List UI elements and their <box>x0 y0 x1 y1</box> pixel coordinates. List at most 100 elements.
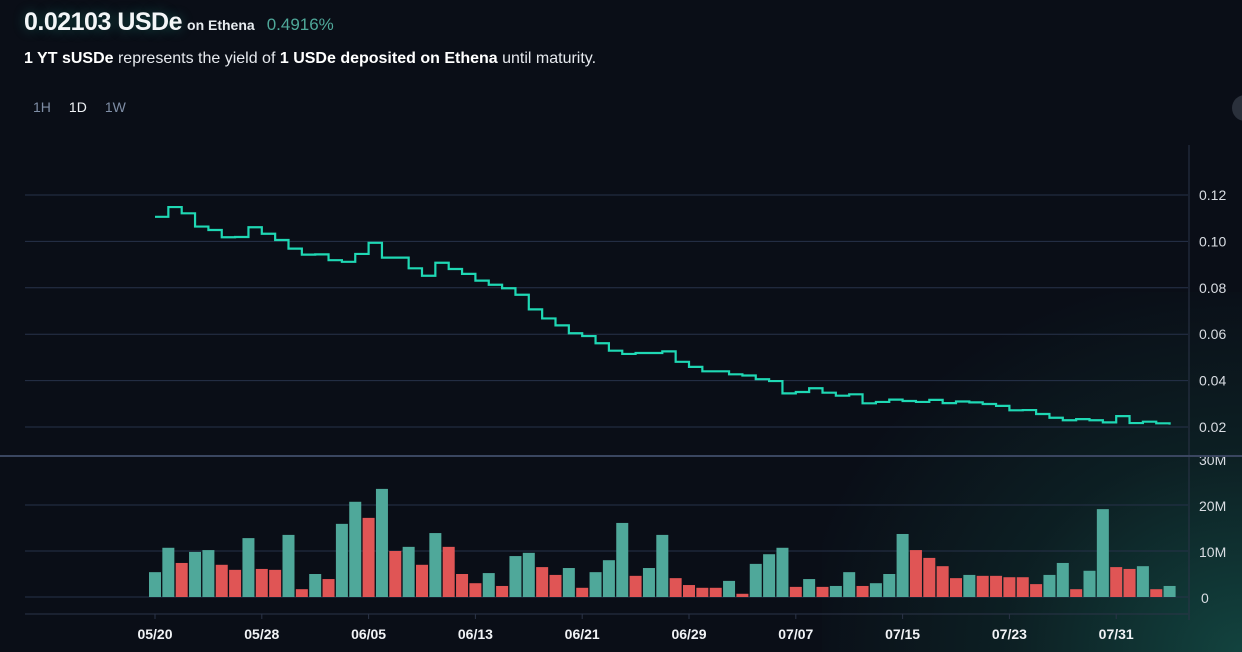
volume-bar <box>763 554 776 597</box>
time-range-selector: 1H 1D 1W <box>33 99 126 115</box>
volume-bar <box>496 585 509 597</box>
volume-bar <box>803 579 816 597</box>
volume-bar <box>696 587 709 597</box>
volume-bar <box>509 556 522 597</box>
volume-bar <box>1083 570 1096 597</box>
desc-asset: 1 YT sUSDe <box>24 50 114 67</box>
venue-label: on Ethena <box>187 17 255 33</box>
price-tick-label: 0.02 <box>1199 419 1226 435</box>
volume-bar <box>723 580 736 597</box>
volume-bar <box>149 572 161 597</box>
volume-bar <box>843 572 856 597</box>
chart-settings-button[interactable] <box>1232 95 1242 121</box>
volume-bar <box>442 546 455 597</box>
date-tick-label: 07/07 <box>778 626 813 642</box>
volume-bar <box>576 587 589 597</box>
volume-bar <box>335 523 348 597</box>
volume-bar <box>189 551 202 597</box>
date-tick-label: 07/31 <box>1099 626 1134 642</box>
volume-bar <box>456 574 469 597</box>
desc-text-1: represents the yield of <box>113 50 280 67</box>
desc-text-2: until maturity. <box>497 50 597 67</box>
desc-underlying: 1 USDe deposited on Ethena <box>279 50 498 67</box>
date-tick-label: 07/23 <box>992 626 1027 642</box>
volume-bar <box>950 578 962 597</box>
price-tick-label: 0.12 <box>1199 187 1226 203</box>
volume-bar <box>1003 577 1016 597</box>
volume-bar <box>229 569 242 597</box>
volume-bar <box>362 517 375 597</box>
volume-bar <box>1136 566 1149 597</box>
volume-bar <box>282 534 295 597</box>
volume-bar <box>309 574 322 597</box>
volume-bar <box>1163 585 1176 597</box>
volume-bar <box>616 522 629 597</box>
range-1h[interactable]: 1H <box>33 99 51 115</box>
volume-bar <box>162 547 175 597</box>
volume-bar <box>683 585 695 597</box>
date-tick-label: 05/20 <box>137 626 172 642</box>
volume-bar <box>1150 589 1163 597</box>
volume-bar <box>1016 577 1029 597</box>
volume-bar <box>1123 568 1136 597</box>
price-step-line <box>155 205 1171 425</box>
price-tick-label: 0.08 <box>1199 280 1226 296</box>
volume-bar <box>629 575 642 597</box>
volume-bar <box>869 583 882 597</box>
volume-bar <box>349 501 362 597</box>
volume-bar <box>215 564 228 597</box>
volume-bar <box>936 566 949 597</box>
volume-bar <box>749 563 762 597</box>
description: 1 YT sUSDe represents the yield of 1 USD… <box>24 50 596 68</box>
volume-tick-label: 10M <box>1199 544 1226 560</box>
volume-bar <box>549 574 562 597</box>
date-tick-label: 06/13 <box>458 626 493 642</box>
volume-bar <box>669 578 682 597</box>
volume-bar <box>1070 589 1083 597</box>
volume-bar <box>923 557 936 597</box>
volume-bar <box>1096 509 1109 597</box>
volume-bar <box>242 538 255 597</box>
volume-bar <box>990 575 1003 597</box>
volume-bar <box>642 568 655 597</box>
volume-bar <box>883 574 896 597</box>
volume-bar <box>963 574 976 597</box>
volume-bar <box>1043 574 1056 597</box>
volume-bar <box>829 585 842 597</box>
date-tick-label: 06/29 <box>671 626 706 642</box>
volume-bar <box>416 564 428 597</box>
volume-bar <box>1110 567 1123 597</box>
price-tick-label: 0.10 <box>1199 233 1226 249</box>
volume-bar <box>522 552 535 597</box>
volume-bar <box>255 568 268 597</box>
volume-bar <box>589 572 602 597</box>
volume-bar <box>789 586 802 597</box>
volume-bar <box>602 560 615 597</box>
date-tick-label: 07/15 <box>885 626 920 642</box>
volume-bar <box>1056 562 1069 597</box>
volume-bar <box>175 562 188 597</box>
range-1d[interactable]: 1D <box>68 99 87 115</box>
price-tick-label: 0.04 <box>1199 373 1226 389</box>
volume-bar <box>269 569 282 597</box>
volume-bar <box>562 568 575 597</box>
volume-bar <box>656 534 669 597</box>
volume-bar <box>202 550 215 597</box>
volume-bar <box>776 547 789 597</box>
volume-bar <box>896 533 909 597</box>
volume-bar <box>469 583 482 597</box>
volume-bar <box>429 533 442 597</box>
volume-bar <box>295 589 308 597</box>
date-tick-label: 06/05 <box>351 626 386 642</box>
volume-bar <box>709 587 722 597</box>
volume-tick-label: 0 <box>1201 590 1209 606</box>
volume-tick-label: 20M <box>1199 498 1226 514</box>
implied-yield-percent: 0.4916% <box>266 15 334 34</box>
current-price: 0.02103 USDe <box>24 8 183 36</box>
price-header: 0.02103 USDe on Ethena 0.4916% <box>24 8 334 37</box>
range-1w[interactable]: 1W <box>104 99 126 115</box>
volume-bar <box>816 586 829 597</box>
volume-bar <box>909 550 922 597</box>
date-tick-label: 05/28 <box>244 626 279 642</box>
